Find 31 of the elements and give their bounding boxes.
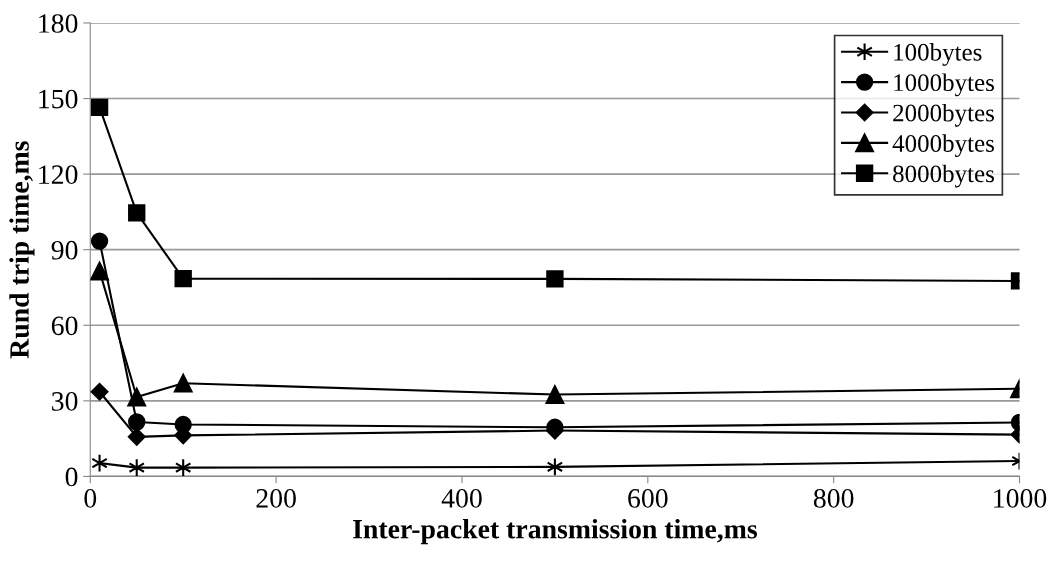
y-axis-title: Rund trip time,ms bbox=[9, 141, 35, 359]
y-tick-label: 150 bbox=[39, 89, 78, 109]
point bbox=[128, 413, 146, 431]
point bbox=[128, 458, 145, 477]
x-tick-label: 0 bbox=[84, 489, 97, 508]
x-tick-label: 200 bbox=[256, 489, 296, 508]
y-tick-label: 60 bbox=[51, 316, 78, 336]
point bbox=[90, 382, 109, 401]
legend-label: 1000bytes bbox=[894, 73, 994, 97]
legend-label: 2000bytes bbox=[893, 103, 994, 127]
legend-label: 100bytes bbox=[894, 43, 982, 66]
legend-label: 4000bytes bbox=[892, 134, 994, 158]
y-tick-label: 30 bbox=[52, 392, 78, 411]
y-tick-label: 120 bbox=[39, 165, 78, 185]
point bbox=[127, 387, 147, 407]
point bbox=[128, 204, 146, 222]
y-tick-label: 90 bbox=[51, 240, 78, 260]
y-tick-label: 0 bbox=[65, 467, 78, 487]
point bbox=[174, 269, 192, 288]
x-tick-label: 800 bbox=[813, 489, 854, 508]
point bbox=[174, 458, 192, 477]
x-tick-label: 600 bbox=[628, 489, 668, 508]
point bbox=[90, 261, 109, 281]
x-axis-title: Inter-packet transmission time,ms bbox=[353, 518, 757, 545]
y-tick-label: 180 bbox=[39, 14, 78, 33]
x-tick-label: 400 bbox=[441, 489, 482, 508]
point bbox=[173, 373, 193, 393]
x-tick-label: 1000 bbox=[994, 489, 1047, 508]
point bbox=[90, 98, 109, 117]
point bbox=[90, 232, 109, 250]
legend-label: 8000bytes bbox=[893, 164, 994, 188]
